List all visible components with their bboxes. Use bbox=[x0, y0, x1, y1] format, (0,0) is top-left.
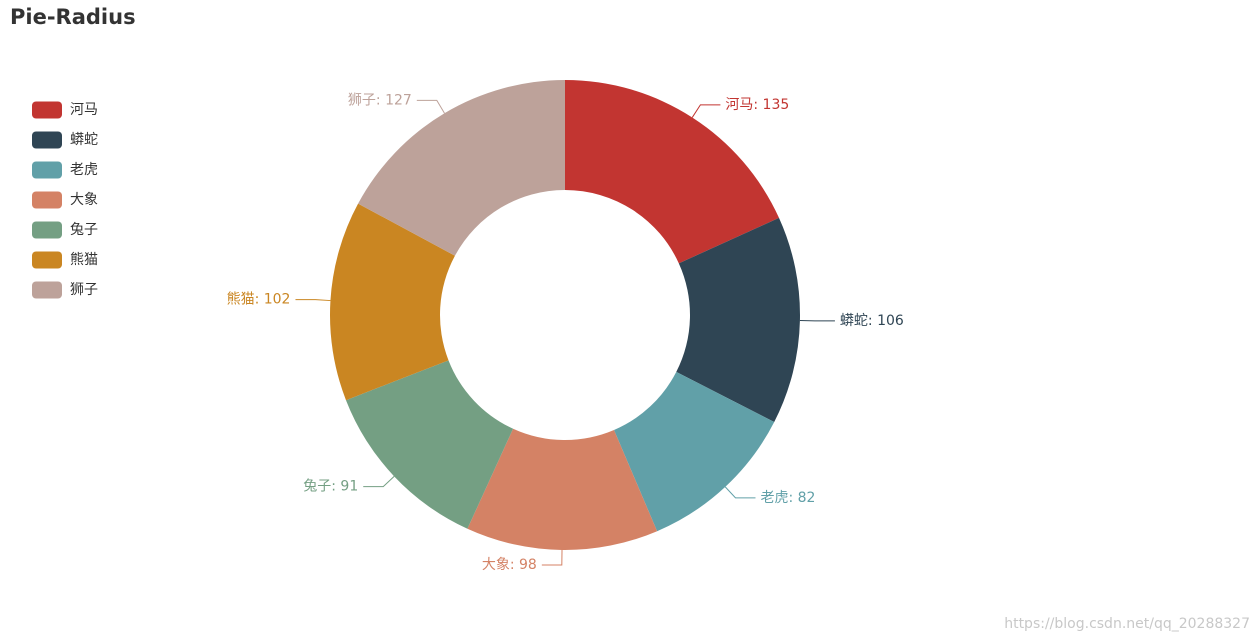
legend-label[interactable]: 兔子 bbox=[70, 222, 98, 238]
legend-swatch[interactable] bbox=[32, 281, 62, 299]
label-line bbox=[691, 104, 721, 118]
legend-label[interactable]: 大象 bbox=[70, 192, 98, 208]
legend-label[interactable]: 河马 bbox=[70, 102, 98, 118]
legend-swatch[interactable] bbox=[32, 161, 62, 179]
pie-slice bbox=[358, 80, 565, 256]
pie-slice bbox=[565, 80, 779, 264]
label-line bbox=[363, 475, 395, 488]
data-label: 兔子: 91 bbox=[303, 479, 358, 495]
label-line bbox=[416, 99, 445, 114]
data-label: 大象: 98 bbox=[482, 557, 537, 573]
legend-label[interactable]: 蟒蛇 bbox=[70, 132, 98, 148]
legend-swatch[interactable] bbox=[32, 131, 62, 149]
data-label: 蟒蛇: 106 bbox=[840, 313, 904, 329]
legend-swatch[interactable] bbox=[32, 251, 62, 269]
legend-label[interactable]: 熊猫 bbox=[70, 252, 98, 268]
pie-slice bbox=[613, 371, 775, 532]
data-label: 狮子: 127 bbox=[348, 92, 412, 108]
pie-slice bbox=[345, 360, 514, 529]
label-line bbox=[295, 299, 331, 302]
legend-swatch[interactable] bbox=[32, 191, 62, 209]
watermark: https://blog.csdn.net/qq_20288327 bbox=[1004, 616, 1250, 632]
chart-title: Pie-Radius bbox=[10, 5, 136, 29]
pie-slice bbox=[676, 217, 800, 422]
data-label: 熊猫: 102 bbox=[227, 292, 291, 308]
data-label: 河马: 135 bbox=[725, 97, 789, 113]
label-line bbox=[541, 549, 563, 566]
legend-label[interactable]: 狮子 bbox=[70, 282, 98, 298]
legend-label[interactable]: 老虎 bbox=[70, 162, 98, 178]
legend-swatch[interactable] bbox=[32, 101, 62, 119]
legend-swatch[interactable] bbox=[32, 221, 62, 239]
pie-slice bbox=[467, 428, 658, 551]
data-label: 老虎: 82 bbox=[760, 490, 815, 506]
pie-slice bbox=[330, 203, 455, 401]
label-line bbox=[724, 486, 756, 499]
